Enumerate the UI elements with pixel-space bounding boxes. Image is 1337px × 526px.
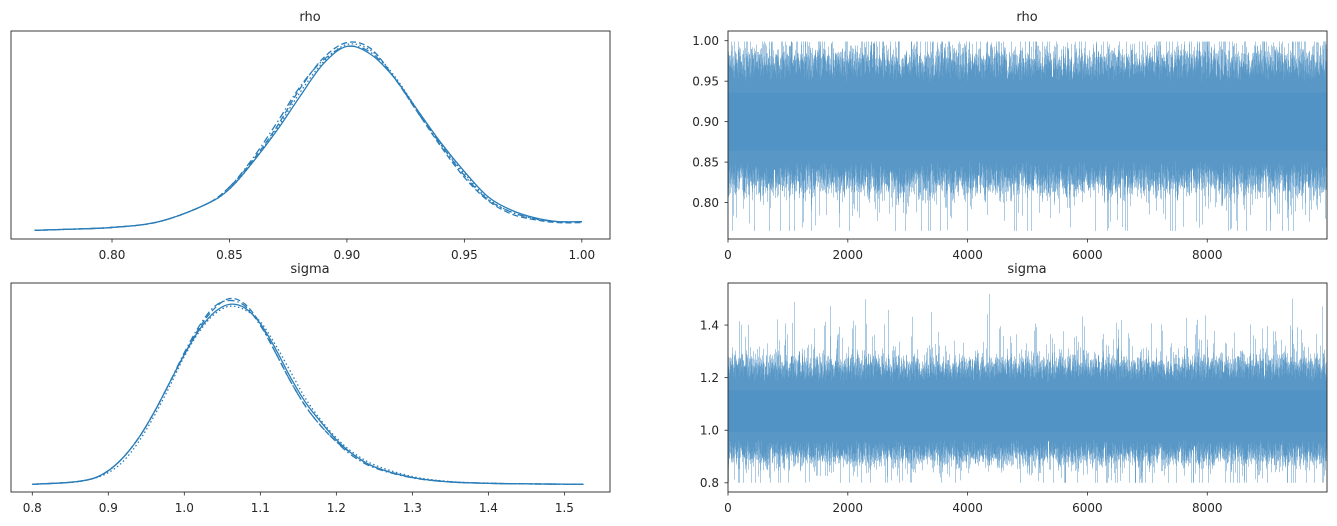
rho_trace-ytick-label: 0.95 [692, 74, 719, 88]
sigma_trace-xtick-label: 0 [724, 501, 732, 515]
rho-trace-axes-frame [727, 30, 1328, 240]
rho-trace-panel: rho 0 2000 4000 6000 8000 0.80 0.85 0.90 0.95 1.0… [692, 10, 1328, 262]
sigma-trace-marks [728, 294, 1327, 483]
rho_trace-xtick-label: 8000 [1192, 248, 1223, 262]
rho_trace-ytick-label: 1.00 [692, 34, 719, 48]
sigma-density-x-ticks: 0.8 0.9 1.0 1.1 1.2 1.3 1.4 1.5 [23, 492, 574, 515]
sigma-density-title: sigma [290, 262, 329, 277]
sigma-density-panel: sigma 0.8 0.9 1.0 1.1 1.2 1.3 1.4 1.5 [10, 262, 611, 515]
density-line-chain-2 [34, 43, 582, 231]
rho-density-panel: rho 0.80 0.85 0.90 0.95 1.00 [10, 10, 611, 262]
density-line-chain-2 [32, 305, 584, 485]
rho_density-xtick-label: 0.80 [99, 248, 126, 262]
sigma_density-xtick-label: 1.4 [479, 501, 498, 515]
rho_trace-xtick-label: 4000 [952, 248, 983, 262]
sigma_trace-xtick-label: 8000 [1192, 501, 1223, 515]
rho-density-axes-frame [10, 30, 611, 240]
rho-density-marks [34, 41, 582, 231]
sigma_density-xtick-label: 0.8 [23, 501, 42, 515]
sigma-density-marks [32, 297, 584, 485]
rho_trace-xtick-label: 6000 [1072, 248, 1103, 262]
rho-trace-marks [728, 41, 1327, 231]
sigma_trace-ytick-label: 1.2 [700, 371, 719, 385]
rho_density-xtick-label: 0.90 [334, 248, 361, 262]
sigma_trace-ytick-label: 1.4 [700, 318, 719, 332]
rho_trace-ytick-label: 0.90 [692, 115, 719, 129]
trace-core-band [728, 390, 1327, 433]
sigma_density-xtick-label: 1.2 [327, 501, 346, 515]
sigma_trace-xtick-label: 2000 [833, 501, 864, 515]
sigma_trace-xtick-label: 6000 [1072, 501, 1103, 515]
density-line-chain-1 [32, 297, 584, 485]
rho_density-xtick-label: 1.00 [568, 248, 595, 262]
rho_density-xtick-label: 0.95 [451, 248, 478, 262]
rho_trace-xtick-label: 2000 [833, 248, 864, 262]
density-line-chain-3 [32, 299, 584, 485]
trace-core-band [728, 92, 1327, 151]
sigma-trace-axes-frame [727, 282, 1328, 493]
rho-density-title: rho [299, 10, 320, 25]
sigma-density-axes-frame [10, 282, 611, 493]
sigma_trace-xtick-label: 4000 [952, 501, 983, 515]
rho_trace-chains [728, 41, 1327, 231]
rho_trace-ytick-label: 0.80 [692, 196, 719, 210]
density-line-chain-0 [34, 45, 582, 231]
sigma_density-xtick-label: 1.1 [251, 501, 270, 515]
sigma_density-xtick-label: 0.9 [99, 501, 118, 515]
sigma_density-xtick-label: 1.0 [175, 501, 194, 515]
sigma-trace-panel: sigma 0 2000 4000 6000 8000 0.8 1.0 1.2 1.4 [700, 262, 1328, 515]
sigma_density-xtick-label: 1.5 [555, 501, 574, 515]
density-line-chain-0 [32, 303, 584, 485]
sigma_trace-ytick-label: 1.0 [700, 424, 719, 438]
rho_trace-xtick-label: 0 [724, 248, 732, 262]
rho-trace-title: rho [1016, 10, 1037, 25]
rho-density-x-ticks: 0.80 0.85 0.90 0.95 1.00 [99, 239, 595, 262]
sigma_trace-chains [728, 294, 1327, 483]
density-line-chain-1 [34, 41, 582, 231]
density-line-chain-3 [34, 45, 582, 231]
sigma-trace-title: sigma [1007, 262, 1046, 277]
rho_trace-ytick-label: 0.85 [692, 155, 719, 169]
rho_density-xtick-label: 0.85 [216, 248, 243, 262]
sigma_density-xtick-label: 1.3 [403, 501, 422, 515]
sigma_trace-ytick-label: 0.8 [700, 476, 719, 490]
sigma-trace-ticks: 0 2000 4000 6000 8000 0.8 1.0 1.2 1.4 [700, 318, 1223, 515]
rho-trace-ticks: 0 2000 4000 6000 8000 0.80 0.85 0.90 0.95 1.00 [692, 34, 1222, 262]
